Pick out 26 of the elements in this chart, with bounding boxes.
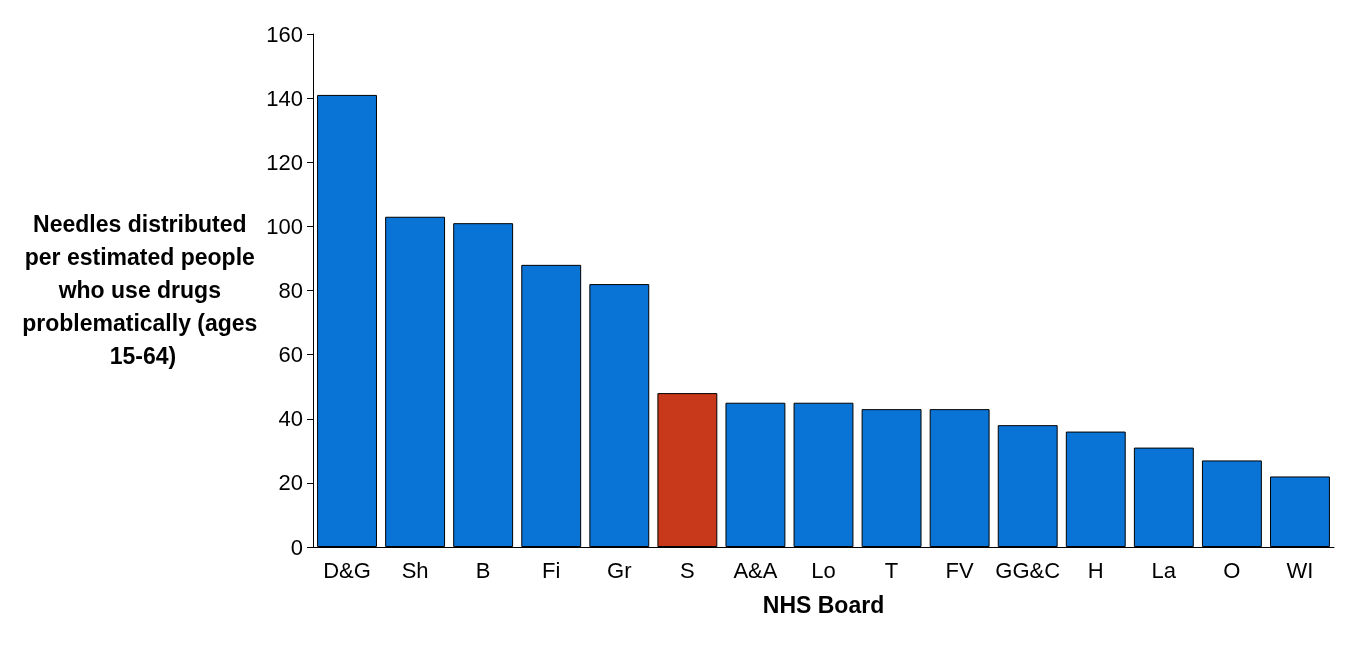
- y-tick-label: 160: [266, 21, 303, 47]
- x-tick-label: H: [1087, 557, 1104, 583]
- x-axis-title: NHS Board: [762, 591, 885, 618]
- y-tick-label: 40: [278, 406, 303, 432]
- x-tick-label: Sh: [401, 557, 429, 583]
- x-tick-label: La: [1151, 557, 1177, 583]
- y-tick-label: 20: [278, 470, 303, 496]
- x-tick-label: FV: [945, 557, 975, 583]
- y-tick-label: 80: [278, 278, 303, 303]
- x-tick-label: B: [475, 557, 491, 583]
- x-tick-label: Lo: [811, 557, 836, 583]
- y-tick-label: 100: [266, 213, 303, 239]
- x-tick-label: T: [884, 557, 899, 583]
- x-tick-label: GG&C: [995, 557, 1061, 583]
- y-tick-label: 60: [278, 342, 303, 368]
- y-axis-title: Needles distributed per estimated people who use drugs problematically (ages 15-64): [22, 211, 264, 369]
- x-tick-label: Gr: [607, 557, 632, 583]
- x-tick-label: WI: [1286, 557, 1314, 583]
- y-tick-label: 120: [266, 149, 303, 175]
- x-tick-label: S: [680, 557, 695, 583]
- x-tick-label: D&G: [323, 557, 371, 583]
- y-tick-label: 0: [290, 534, 303, 560]
- x-tick-label: A&A: [733, 557, 778, 583]
- y-tick-label: 140: [266, 85, 303, 111]
- x-tick-label: Fi: [542, 557, 561, 583]
- x-tick-label: O: [1223, 557, 1241, 583]
